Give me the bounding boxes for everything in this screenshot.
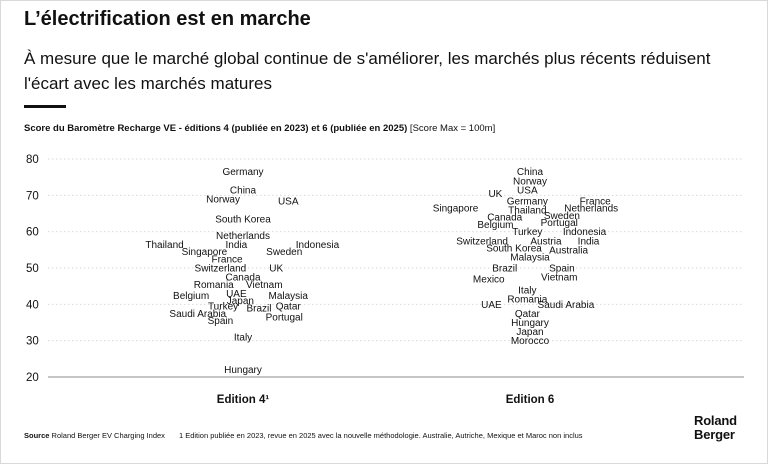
data-point-label: Mexico xyxy=(473,274,505,285)
data-point-label: China xyxy=(230,185,257,196)
data-point-label: UK xyxy=(488,189,502,200)
data-point-label: Belgium xyxy=(173,291,209,302)
y-tick-label: 50 xyxy=(26,263,39,275)
page-title: L’électrification est en marche xyxy=(24,8,311,30)
data-point-label: Austria xyxy=(530,236,562,247)
x-category-label: Edition 4¹ xyxy=(217,394,270,406)
data-point-label: Romania xyxy=(507,294,547,305)
source-label: Source xyxy=(24,431,50,440)
y-tick-label: 40 xyxy=(26,299,39,311)
data-point-label: Singapore xyxy=(182,247,228,258)
data-point-label: Netherlands xyxy=(564,204,618,215)
data-point-label: Vietnam xyxy=(541,273,578,284)
data-point-label: Thailand xyxy=(145,240,183,251)
data-point-label: Saudi Arabia xyxy=(169,309,226,320)
data-point-label: Brazil xyxy=(246,303,271,314)
data-point-label: Romania xyxy=(194,280,234,291)
data-point-label: UAE xyxy=(481,300,502,311)
data-point-label: Vietnam xyxy=(246,280,283,291)
data-point-label: Belgium xyxy=(477,220,513,231)
source-text: Roland Berger EV Charging Index xyxy=(49,431,165,440)
data-point-label: Malaysia xyxy=(510,253,550,264)
data-point-label: UAE xyxy=(226,289,247,300)
data-point-label: South Korea xyxy=(215,214,271,225)
data-point-label: Japan xyxy=(516,327,543,338)
data-point-label: Canada xyxy=(487,213,522,224)
data-point-label: Canada xyxy=(225,273,260,284)
data-point-label: Indonesia xyxy=(563,227,607,238)
footer-note: Source Roland Berger EV Charging Index 1 … xyxy=(24,431,583,440)
data-point-label: Italy xyxy=(518,285,536,296)
page-subtitle: À mesure que le marché global continue d… xyxy=(24,49,711,93)
roland-berger-logo: Roland Berger xyxy=(694,414,737,442)
data-point-label: Switzerland xyxy=(456,236,508,247)
data-point-label: Portugal xyxy=(266,313,303,324)
data-point-label: Spain xyxy=(208,316,234,327)
data-point-label: Norway xyxy=(513,176,547,187)
data-point-label: USA xyxy=(278,196,299,207)
chart-description: Score du Baromètre Recharge VE - édition… xyxy=(24,123,495,134)
title-divider xyxy=(24,105,66,108)
data-point-label: Qatar xyxy=(276,302,302,313)
data-point-label: Switzerland xyxy=(195,264,247,275)
chart-description-bold: Score du Baromètre Recharge VE - édition… xyxy=(24,123,408,134)
data-point-label: Hungary xyxy=(511,318,549,329)
data-point-label: Japan xyxy=(227,296,254,307)
data-point-label: Sweden xyxy=(544,211,580,222)
data-point-label: Australia xyxy=(549,245,588,256)
data-point-label: Norway xyxy=(206,194,240,205)
data-point-label: India xyxy=(226,240,248,251)
x-category-label: Edition 6 xyxy=(506,394,555,406)
chart-description-unit: [Score Max = 100m] xyxy=(407,123,496,134)
data-point-label: South Korea xyxy=(486,244,542,255)
data-point-label: Saudi Arabia xyxy=(538,300,595,311)
data-point-label: India xyxy=(578,236,600,247)
data-point-label: Spain xyxy=(549,264,575,275)
data-point-label: Qatar xyxy=(515,309,541,320)
data-point-label: USA xyxy=(517,185,538,196)
data-point-label: Italy xyxy=(234,333,252,344)
data-point-label: Portugal xyxy=(541,218,578,229)
data-point-label: Turkey xyxy=(208,302,238,313)
data-point-label: France xyxy=(211,254,243,265)
data-point-label: Brazil xyxy=(492,264,517,275)
y-tick-label: 30 xyxy=(26,336,39,348)
footnote-text: 1 Edition publiée en 2023, revue en 2025… xyxy=(178,431,583,440)
data-point-label: Germany xyxy=(507,196,548,207)
data-point-label: France xyxy=(580,196,612,207)
y-tick-label: 80 xyxy=(26,154,39,166)
data-point-label: Sweden xyxy=(266,247,302,258)
data-point-label: Singapore xyxy=(433,204,479,215)
data-point-label: UK xyxy=(269,264,283,275)
data-point-label: China xyxy=(517,167,544,178)
data-point-label: Indonesia xyxy=(296,240,340,251)
logo-line-2: Berger xyxy=(694,427,735,442)
y-tick-label: 20 xyxy=(26,372,39,384)
logo-line-1: Roland xyxy=(694,413,737,428)
data-point-label: Germany xyxy=(222,167,263,178)
data-point-label: Hungary xyxy=(224,365,262,376)
y-tick-label: 70 xyxy=(26,190,39,202)
data-point-label: Turkey xyxy=(512,227,542,238)
data-point-label: Netherlands xyxy=(216,231,270,242)
y-tick-label: 60 xyxy=(26,227,39,239)
data-point-label: Morocco xyxy=(511,336,550,347)
data-point-label: Malaysia xyxy=(268,291,308,302)
data-point-label: Thailand xyxy=(508,205,546,216)
